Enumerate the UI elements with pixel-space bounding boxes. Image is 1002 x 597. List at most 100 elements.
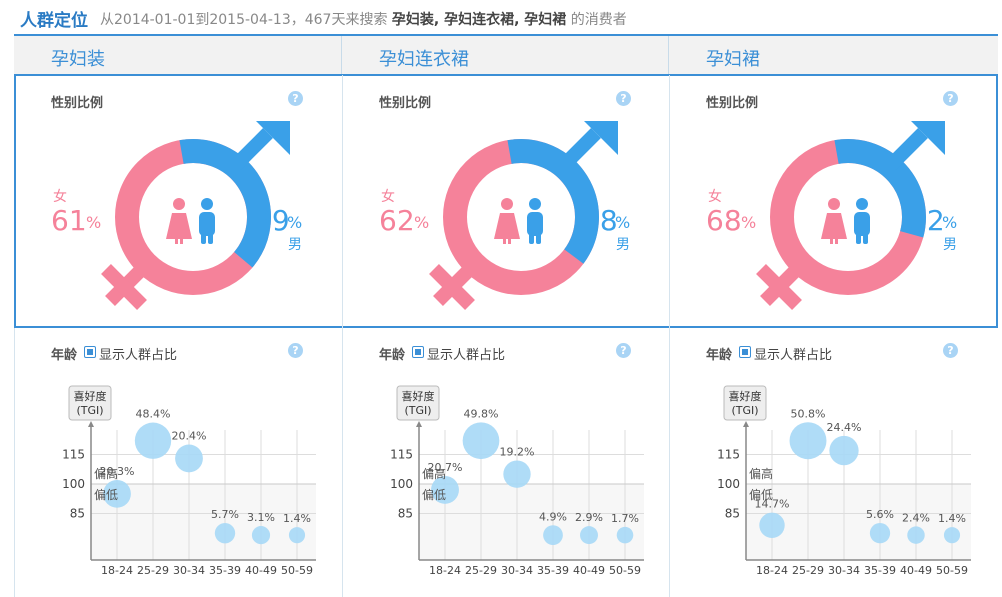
gender-section-label: 性别比例 bbox=[379, 96, 432, 111]
gender-help-icon[interactable]: ? bbox=[616, 91, 631, 106]
y-tick-label: 85 bbox=[70, 507, 85, 521]
gender-donut bbox=[429, 121, 618, 310]
tab-keyword-1[interactable]: 孕妇装 bbox=[14, 36, 342, 75]
x-tick-labels: 18-24 25-29 30-34 35-39 40-49 50-59 bbox=[101, 564, 313, 577]
gender-donut bbox=[101, 121, 290, 310]
bubble-series: 20.7% 49.8% 19.2% 4.9% 2.9% 1.7% bbox=[428, 407, 639, 546]
show-ratio-checkbox[interactable] bbox=[84, 346, 96, 358]
x-tick-label: 35-39 bbox=[864, 564, 896, 577]
female-person-icon bbox=[828, 198, 840, 210]
male-percent: 38 bbox=[582, 204, 618, 237]
show-ratio-checkbox[interactable] bbox=[739, 346, 751, 358]
age-bubble[interactable] bbox=[214, 522, 236, 544]
age-bubble[interactable] bbox=[789, 422, 827, 460]
tgi-label-line1: 喜好度 bbox=[729, 389, 762, 403]
gender-section-label: 性别比例 bbox=[51, 96, 104, 111]
share-label: 1.7% bbox=[611, 512, 639, 525]
x-tick-labels: 18-24 25-29 30-34 35-39 40-49 50-59 bbox=[756, 564, 968, 577]
tgi-label-line1: 喜好度 bbox=[402, 389, 435, 403]
female-percent-sign: % bbox=[414, 213, 430, 232]
y-tick-label: 85 bbox=[725, 507, 740, 521]
x-tick-label: 50-59 bbox=[609, 564, 641, 577]
high-label: 偏高 bbox=[94, 466, 118, 481]
x-tick-label: 25-29 bbox=[137, 564, 169, 577]
low-label: 偏低 bbox=[94, 487, 118, 502]
male-ring-segment bbox=[834, 139, 926, 238]
age-bubble[interactable] bbox=[829, 435, 859, 466]
x-tick-label: 30-34 bbox=[173, 564, 205, 577]
age-bubble[interactable] bbox=[580, 526, 598, 545]
show-ratio-label[interactable]: 显示人群占比 bbox=[99, 348, 178, 363]
gender-help-icon[interactable]: ? bbox=[288, 91, 303, 106]
age-section-label: 年龄 bbox=[51, 348, 78, 363]
column-2: 性别比例 ? 女 62 % 38 % 男 bbox=[342, 0, 670, 597]
share-label: 5.6% bbox=[866, 508, 894, 521]
age-help-icon[interactable]: ? bbox=[943, 343, 958, 358]
age-bubble[interactable] bbox=[503, 460, 531, 488]
share-label: 14.7% bbox=[755, 498, 790, 511]
age-bubble[interactable] bbox=[103, 479, 131, 508]
female-percent: 68 bbox=[706, 204, 742, 237]
show-ratio-checkbox[interactable] bbox=[412, 346, 424, 358]
age-bubble[interactable] bbox=[462, 422, 500, 460]
x-tick-label: 18-24 bbox=[756, 564, 788, 577]
tab-label: 孕妇裙 bbox=[706, 49, 760, 70]
male-label: 男 bbox=[616, 237, 630, 253]
tgi-label-line2: (TGI) bbox=[76, 404, 103, 417]
age-bubble[interactable] bbox=[759, 512, 785, 539]
y-tick-label: 100 bbox=[62, 477, 85, 491]
age-bubble[interactable] bbox=[869, 523, 891, 544]
y-tick-label: 100 bbox=[390, 477, 413, 491]
people-icon bbox=[821, 198, 870, 244]
male-ring-segment bbox=[507, 139, 599, 264]
tgi-label-line2: (TGI) bbox=[404, 404, 431, 417]
age-bubble[interactable] bbox=[431, 475, 459, 504]
share-label: 2.4% bbox=[902, 511, 930, 524]
age-help-icon[interactable]: ? bbox=[288, 343, 303, 358]
age-bubble[interactable] bbox=[543, 525, 563, 546]
column-1: 性别比例 ? 女 61 % 39 % 男 bbox=[14, 0, 342, 597]
age-bubble[interactable] bbox=[175, 444, 203, 473]
x-tick-label: 30-34 bbox=[501, 564, 533, 577]
female-label: 女 bbox=[53, 189, 67, 205]
people-icon bbox=[494, 198, 543, 244]
column-divider bbox=[342, 75, 343, 597]
tgi-axis-label: 喜好度(TGI) bbox=[396, 385, 440, 421]
share-label: 48.4% bbox=[136, 408, 171, 421]
share-label: 19.2% bbox=[500, 445, 535, 458]
show-ratio-label[interactable]: 显示人群占比 bbox=[754, 348, 833, 363]
tab-keyword-2[interactable]: 孕妇连衣裙 bbox=[342, 36, 669, 75]
female-percent-sign: % bbox=[741, 213, 757, 232]
high-label: 偏高 bbox=[422, 466, 446, 481]
share-label: 49.8% bbox=[464, 407, 499, 420]
age-bubble[interactable] bbox=[288, 527, 306, 544]
y-tick-label: 85 bbox=[398, 507, 413, 521]
share-label: 24.4% bbox=[827, 421, 862, 434]
male-percent-sign: % bbox=[615, 213, 631, 232]
female-label: 女 bbox=[381, 189, 395, 205]
x-tick-label: 25-29 bbox=[792, 564, 824, 577]
age-bubble[interactable] bbox=[251, 526, 271, 545]
male-percent-sign: % bbox=[287, 213, 303, 232]
column-3: 性别比例 ? 女 68 % 32 % 男 bbox=[669, 0, 997, 597]
age-bubble[interactable] bbox=[134, 422, 172, 459]
gender-help-icon[interactable]: ? bbox=[943, 91, 958, 106]
age-bubble[interactable] bbox=[616, 526, 634, 544]
age-bubble[interactable] bbox=[907, 526, 925, 544]
tgi-label-line1: 喜好度 bbox=[74, 389, 107, 403]
page-header: 人群定位 从2014-01-01到2015-04-13，467天来搜索 孕妇装,… bbox=[0, 0, 1002, 36]
tab-keyword-3[interactable]: 孕妇裙 bbox=[669, 36, 998, 75]
tgi-axis-label: 喜好度(TGI) bbox=[68, 385, 112, 421]
show-ratio-label[interactable]: 显示人群占比 bbox=[427, 348, 506, 363]
share-label: 4.9% bbox=[539, 510, 567, 523]
header-description: 从2014-01-01到2015-04-13，467天来搜索 孕妇装, 孕妇连衣… bbox=[100, 9, 627, 29]
age-help-icon[interactable]: ? bbox=[616, 343, 631, 358]
y-tick-label: 115 bbox=[390, 448, 413, 462]
desc-prefix: 从2014-01-01到2015-04-13，467天来搜索 bbox=[100, 12, 388, 28]
x-tick-label: 40-49 bbox=[573, 564, 605, 577]
age-bubble[interactable] bbox=[943, 527, 961, 544]
